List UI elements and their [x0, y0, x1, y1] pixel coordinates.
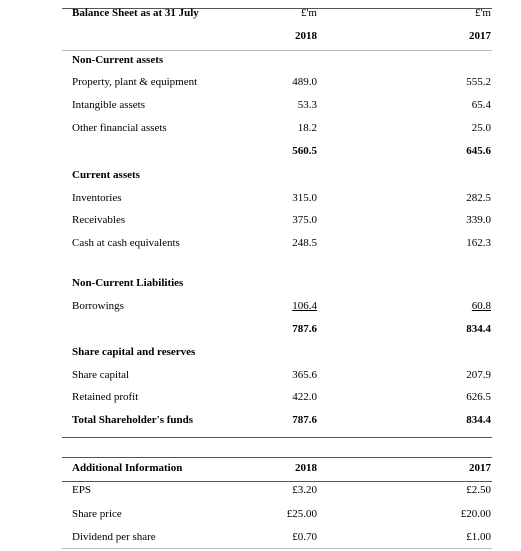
- year-header: 2017: [469, 462, 491, 474]
- rule: [62, 50, 492, 51]
- row-label: Share capital and reserves: [72, 346, 196, 358]
- row-value: 375.0: [292, 214, 317, 226]
- row-label: Property, plant & equipment: [72, 76, 198, 88]
- row-value: £0.70: [292, 531, 317, 543]
- row-value: £2.50: [466, 484, 491, 496]
- row-value: 489.0: [292, 76, 317, 88]
- row-label: Total Shareholder's funds: [72, 414, 194, 426]
- rule: [62, 457, 492, 458]
- row-value: 282.5: [466, 192, 491, 204]
- row-label: EPS: [72, 484, 91, 496]
- row-value: 555.2: [466, 76, 491, 88]
- row-value: 560.5: [292, 145, 317, 157]
- row-value: 365.6: [292, 369, 317, 381]
- row-value: 53.3: [297, 99, 317, 111]
- row-label: Receivables: [72, 214, 126, 226]
- row-value: £3.20: [292, 484, 317, 496]
- row-value: 65.4: [471, 99, 491, 111]
- row-value: £1.00: [466, 531, 491, 543]
- row-value: 207.9: [466, 369, 491, 381]
- additional-title: Additional Information: [72, 462, 183, 474]
- row-label: Retained profit: [72, 391, 139, 403]
- row-value: 25.0: [471, 122, 491, 134]
- row-label: Non-Current assets: [72, 54, 164, 66]
- rule: [62, 8, 492, 9]
- rule: [62, 437, 492, 438]
- row-value: 106.4: [292, 300, 317, 312]
- row-value: 248.5: [292, 237, 317, 249]
- row-label: Intangible assets: [72, 99, 146, 111]
- year-header: 2018: [295, 30, 317, 42]
- row-label: Inventories: [72, 192, 122, 204]
- year-header: 2017: [469, 30, 491, 42]
- row-value: 339.0: [466, 214, 491, 226]
- row-value: 834.4: [466, 414, 491, 426]
- row-label: Other financial assets: [72, 122, 167, 134]
- row-label: Current assets: [72, 169, 140, 181]
- row-value: 422.0: [292, 391, 317, 403]
- rule: [62, 481, 492, 482]
- row-label: Borrowings: [72, 300, 124, 312]
- row-value: £25.00: [286, 507, 317, 520]
- year-header: 2018: [295, 462, 317, 474]
- row-label: Share capital: [72, 369, 130, 381]
- row-value: 162.3: [466, 237, 491, 249]
- row-value: 645.6: [466, 145, 491, 157]
- row-value: 626.5: [466, 391, 491, 403]
- row-value: £20.00: [460, 507, 491, 520]
- row-value: 315.0: [292, 192, 317, 204]
- row-value: 787.6: [292, 323, 317, 335]
- rule: [62, 548, 492, 549]
- row-label: Non-Current Liabilities: [72, 277, 184, 289]
- row-value: 834.4: [466, 323, 491, 335]
- row-value: 18.2: [297, 122, 317, 134]
- row-label: Cash at cash equivalents: [72, 237, 180, 249]
- row-value: 787.6: [292, 414, 317, 426]
- unit-header: £'m: [300, 7, 317, 19]
- sheet-title: Balance Sheet as at 31 July: [72, 7, 199, 19]
- row-label: Dividend per share: [72, 531, 156, 543]
- unit-header: £'m: [474, 7, 491, 19]
- row-label: Share price: [72, 507, 122, 520]
- row-value: 60.8: [471, 300, 491, 312]
